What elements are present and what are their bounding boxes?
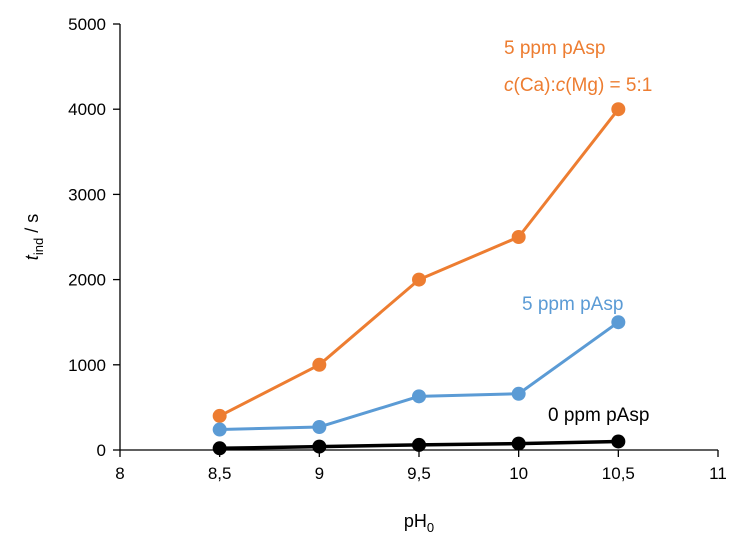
data-point <box>511 230 526 244</box>
data-point <box>312 357 327 372</box>
data-point <box>212 408 227 423</box>
annotation-black: 0 ppm pAsp <box>548 405 649 426</box>
y-ticks: 0 1000 2000 3000 4000 5000 <box>68 15 120 460</box>
y-tick-label: 5000 <box>68 15 106 34</box>
y-axis-title: tind / s <box>22 214 46 260</box>
x-tick-label: 9 <box>315 464 324 483</box>
x-tick-label: 8,5 <box>208 464 232 483</box>
data-point <box>212 422 227 437</box>
data-point <box>511 386 526 401</box>
y-tick-label: 4000 <box>68 100 106 119</box>
x-tick-label: 10 <box>509 464 528 483</box>
data-point <box>611 102 626 117</box>
y-tick-label: 3000 <box>68 185 106 204</box>
series-2 <box>212 434 626 456</box>
data-point <box>212 441 227 456</box>
series-line <box>218 108 620 418</box>
annotation-blue: 5 ppm pAsp <box>522 294 623 315</box>
data-point <box>412 272 426 287</box>
annotation-orange-line2: c(Ca):c(Mg) = 5:1 <box>504 75 652 96</box>
annotation-orange-line1: 5 ppm pAsp <box>504 38 605 59</box>
x-tick-label: 8 <box>115 464 124 483</box>
x-ticks: 8 8,5 9 9,5 10 10,5 11 <box>115 450 727 483</box>
x-axis-title: pH0 <box>404 511 434 535</box>
series-layer <box>212 102 626 456</box>
data-point <box>611 434 626 449</box>
x-tick-label: 9,5 <box>407 464 431 483</box>
data-point <box>511 436 526 451</box>
series-0 <box>212 102 626 423</box>
x-tick-label: 11 <box>709 464 727 483</box>
y-tick-label: 2000 <box>68 271 106 290</box>
data-point <box>412 389 426 404</box>
data-point <box>611 315 626 330</box>
y-tick-label: 1000 <box>68 356 106 375</box>
series-1 <box>212 315 626 437</box>
data-point <box>312 419 327 434</box>
data-point <box>312 439 327 454</box>
x-tick-label: 10,5 <box>602 464 635 483</box>
data-point <box>412 437 426 452</box>
y-tick-label: 0 <box>97 441 106 460</box>
